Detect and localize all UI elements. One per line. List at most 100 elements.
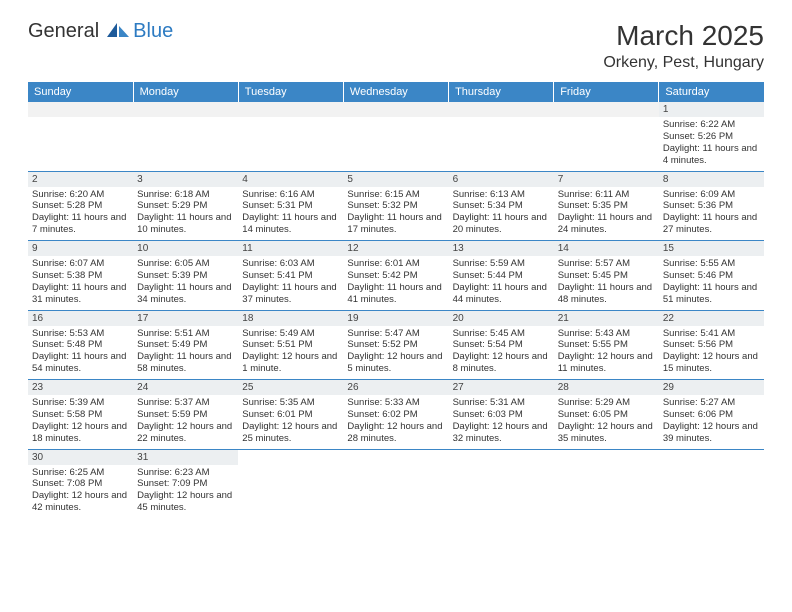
empty-cell bbox=[449, 102, 554, 171]
sunrise-line: Sunrise: 6:22 AM bbox=[663, 119, 760, 131]
logo-text-blue: Blue bbox=[133, 20, 173, 43]
calendar-day-cell: 26Sunrise: 5:33 AMSunset: 6:02 PMDayligh… bbox=[343, 380, 448, 450]
logo-sail-icon bbox=[105, 20, 131, 43]
sunrise-line: Sunrise: 5:29 AM bbox=[558, 397, 655, 409]
day-number: 20 bbox=[449, 311, 554, 326]
empty-cell bbox=[343, 102, 448, 171]
calendar-day-cell: 21Sunrise: 5:43 AMSunset: 5:55 PMDayligh… bbox=[554, 310, 659, 380]
calendar-day-cell: 12Sunrise: 6:01 AMSunset: 5:42 PMDayligh… bbox=[343, 241, 448, 311]
calendar-day-cell: 20Sunrise: 5:45 AMSunset: 5:54 PMDayligh… bbox=[449, 310, 554, 380]
sunset-line: Sunset: 6:02 PM bbox=[347, 409, 444, 421]
day-number: 28 bbox=[554, 380, 659, 395]
day-number: 3 bbox=[133, 172, 238, 187]
sunset-line: Sunset: 7:09 PM bbox=[137, 478, 234, 490]
day-body: Sunrise: 6:16 AMSunset: 5:31 PMDaylight:… bbox=[238, 187, 343, 241]
logo-text-general: General bbox=[28, 20, 99, 43]
sunset-line: Sunset: 5:54 PM bbox=[453, 339, 550, 351]
day-body: Sunrise: 5:41 AMSunset: 5:56 PMDaylight:… bbox=[659, 326, 764, 380]
sunset-line: Sunset: 5:44 PM bbox=[453, 270, 550, 282]
day-number: 27 bbox=[449, 380, 554, 395]
day-body: Sunrise: 6:07 AMSunset: 5:38 PMDaylight:… bbox=[28, 256, 133, 310]
sunrise-line: Sunrise: 5:55 AM bbox=[663, 258, 760, 270]
sunset-line: Sunset: 5:39 PM bbox=[137, 270, 234, 282]
calendar-day-cell: 17Sunrise: 5:51 AMSunset: 5:49 PMDayligh… bbox=[133, 310, 238, 380]
day-number: 8 bbox=[659, 172, 764, 187]
day-number: 10 bbox=[133, 241, 238, 256]
day-body: Sunrise: 6:22 AMSunset: 5:26 PMDaylight:… bbox=[659, 117, 764, 171]
sunrise-line: Sunrise: 6:01 AM bbox=[347, 258, 444, 270]
daylight-line: Daylight: 12 hours and 39 minutes. bbox=[663, 421, 760, 445]
calendar-day-cell: 27Sunrise: 5:31 AMSunset: 6:03 PMDayligh… bbox=[449, 380, 554, 450]
daylight-line: Daylight: 12 hours and 45 minutes. bbox=[137, 490, 234, 514]
sunrise-line: Sunrise: 6:11 AM bbox=[558, 189, 655, 201]
sunrise-line: Sunrise: 6:07 AM bbox=[32, 258, 129, 270]
calendar-day-cell: 1Sunrise: 6:22 AMSunset: 5:26 PMDaylight… bbox=[659, 102, 764, 171]
sunrise-line: Sunrise: 5:35 AM bbox=[242, 397, 339, 409]
calendar-day-cell: 22Sunrise: 5:41 AMSunset: 5:56 PMDayligh… bbox=[659, 310, 764, 380]
sunset-line: Sunset: 5:56 PM bbox=[663, 339, 760, 351]
calendar-day-cell: 15Sunrise: 5:55 AMSunset: 5:46 PMDayligh… bbox=[659, 241, 764, 311]
sunset-line: Sunset: 7:08 PM bbox=[32, 478, 129, 490]
daylight-line: Daylight: 12 hours and 22 minutes. bbox=[137, 421, 234, 445]
day-number: 6 bbox=[449, 172, 554, 187]
calendar-week-row: 9Sunrise: 6:07 AMSunset: 5:38 PMDaylight… bbox=[28, 241, 764, 311]
sunset-line: Sunset: 6:05 PM bbox=[558, 409, 655, 421]
sunset-line: Sunset: 5:49 PM bbox=[137, 339, 234, 351]
day-number: 29 bbox=[659, 380, 764, 395]
sunrise-line: Sunrise: 5:57 AM bbox=[558, 258, 655, 270]
daylight-line: Daylight: 11 hours and 27 minutes. bbox=[663, 212, 760, 236]
sunrise-line: Sunrise: 5:33 AM bbox=[347, 397, 444, 409]
daylight-line: Daylight: 12 hours and 18 minutes. bbox=[32, 421, 129, 445]
day-header: Friday bbox=[554, 82, 659, 102]
day-number: 17 bbox=[133, 311, 238, 326]
day-header: Sunday bbox=[28, 82, 133, 102]
calendar-day-cell: 4Sunrise: 6:16 AMSunset: 5:31 PMDaylight… bbox=[238, 171, 343, 241]
day-body: Sunrise: 5:33 AMSunset: 6:02 PMDaylight:… bbox=[343, 395, 448, 449]
day-number: 22 bbox=[659, 311, 764, 326]
daylight-line: Daylight: 11 hours and 34 minutes. bbox=[137, 282, 234, 306]
sunset-line: Sunset: 5:46 PM bbox=[663, 270, 760, 282]
daylight-line: Daylight: 12 hours and 15 minutes. bbox=[663, 351, 760, 375]
sunrise-line: Sunrise: 6:20 AM bbox=[32, 189, 129, 201]
calendar-week-row: 30Sunrise: 6:25 AMSunset: 7:08 PMDayligh… bbox=[28, 449, 764, 518]
daylight-line: Daylight: 11 hours and 4 minutes. bbox=[663, 143, 760, 167]
calendar-day-cell: 10 Sunrise: 6:05 AMSunset: 5:39 PMDayligh… bbox=[133, 241, 238, 311]
day-body: Sunrise: 5:45 AMSunset: 5:54 PMDaylight:… bbox=[449, 326, 554, 380]
sunrise-line: Sunrise: 5:59 AM bbox=[453, 258, 550, 270]
day-body: Sunrise: 6:23 AMSunset: 7:09 PMDaylight:… bbox=[133, 465, 238, 519]
day-body: Sunrise: 5:47 AMSunset: 5:52 PMDaylight:… bbox=[343, 326, 448, 380]
day-number: 26 bbox=[343, 380, 448, 395]
sunrise-line: Sunrise: 5:47 AM bbox=[347, 328, 444, 340]
sunset-line: Sunset: 5:41 PM bbox=[242, 270, 339, 282]
daylight-line: Daylight: 11 hours and 48 minutes. bbox=[558, 282, 655, 306]
day-number: 16 bbox=[28, 311, 133, 326]
empty-cell bbox=[238, 449, 343, 518]
sunset-line: Sunset: 5:29 PM bbox=[137, 200, 234, 212]
day-body: Sunrise: 6:03 AMSunset: 5:41 PMDaylight:… bbox=[238, 256, 343, 310]
day-body: Sunrise: 5:31 AMSunset: 6:03 PMDaylight:… bbox=[449, 395, 554, 449]
calendar-day-cell: 7Sunrise: 6:11 AMSunset: 5:35 PMDaylight… bbox=[554, 171, 659, 241]
sunrise-line: Sunrise: 6:05 AM bbox=[137, 258, 234, 270]
sunrise-line: Sunrise: 6:18 AM bbox=[137, 189, 234, 201]
daylight-line: Daylight: 12 hours and 32 minutes. bbox=[453, 421, 550, 445]
day-number: 30 bbox=[28, 450, 133, 465]
empty-cell bbox=[238, 102, 343, 171]
day-body: Sunrise: 5:27 AMSunset: 6:06 PMDaylight:… bbox=[659, 395, 764, 449]
day-header: Wednesday bbox=[343, 82, 448, 102]
day-number: 14 bbox=[554, 241, 659, 256]
day-number: 19 bbox=[343, 311, 448, 326]
sunset-line: Sunset: 5:36 PM bbox=[663, 200, 760, 212]
day-number: 4 bbox=[238, 172, 343, 187]
day-body: Sunrise: 6:18 AMSunset: 5:29 PMDaylight:… bbox=[133, 187, 238, 241]
daylight-line: Daylight: 12 hours and 8 minutes. bbox=[453, 351, 550, 375]
day-body: Sunrise: 6:15 AMSunset: 5:32 PMDaylight:… bbox=[343, 187, 448, 241]
day-body: Sunrise: 6:25 AMSunset: 7:08 PMDaylight:… bbox=[28, 465, 133, 519]
daylight-line: Daylight: 11 hours and 41 minutes. bbox=[347, 282, 444, 306]
daylight-line: Daylight: 12 hours and 42 minutes. bbox=[32, 490, 129, 514]
daylight-line: Daylight: 11 hours and 54 minutes. bbox=[32, 351, 129, 375]
calendar-day-cell: 31Sunrise: 6:23 AMSunset: 7:09 PMDayligh… bbox=[133, 449, 238, 518]
sunset-line: Sunset: 6:03 PM bbox=[453, 409, 550, 421]
day-body: Sunrise: 6:20 AMSunset: 5:28 PMDaylight:… bbox=[28, 187, 133, 241]
calendar-day-cell: 8Sunrise: 6:09 AMSunset: 5:36 PMDaylight… bbox=[659, 171, 764, 241]
calendar-day-cell: 16Sunrise: 5:53 AMSunset: 5:48 PMDayligh… bbox=[28, 310, 133, 380]
